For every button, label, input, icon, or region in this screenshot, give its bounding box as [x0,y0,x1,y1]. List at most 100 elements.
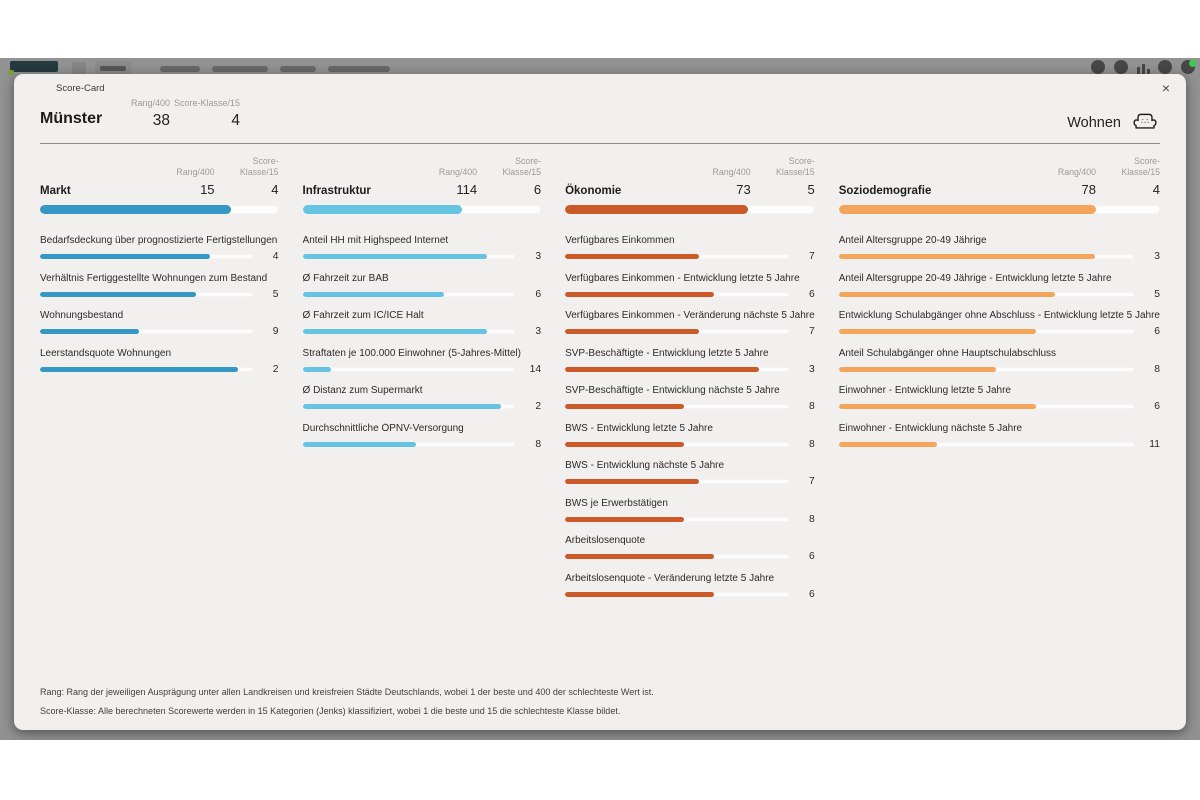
indicator-label: Ø Fahrzeit zum IC/ICE Halt [302,310,424,321]
indicator-bar [302,366,516,372]
indicator-row: Wohnungsbestand 9 [40,310,279,337]
indicator-class-value: 2 [272,363,279,375]
indicator-bar-row: 5 [40,289,279,300]
rank-label: Rang/400 [438,167,478,177]
indicator-label: Durchschnittliche ÖPNV-Versorgung [302,422,464,434]
chart-icon [1137,62,1151,74]
indicator-bar-row: 6 [565,289,815,300]
indicator-class-value: 8 [808,438,815,450]
indicator-row: Einwohner - Entwicklung nächste 5 Jahre … [838,422,1160,450]
indicator-label: Leerstandsquote Wohnungen [40,347,172,359]
indicator-bar-row: 6 [565,551,815,562]
indicator-class-value: 14 [529,363,542,375]
indicator-bar-fill [565,366,759,372]
indicator-label: Verfügbares Einkommen [565,235,675,246]
category-name: Infrastruktur [302,185,371,197]
indicator-class-value: 5 [272,288,279,300]
class-label: Score-Klasse/15 [1121,156,1160,177]
indicator-class-value: 8 [1154,363,1160,375]
indicator-bar-row: 8 [565,439,815,450]
indicator-row: Ø Fahrzeit zur BAB 6 [302,273,541,300]
indicator-label: Entwicklung Schulabgänger ohne Abschluss… [838,310,1160,321]
indicator-label: Einwohner - Entwicklung nächste 5 Jahre [838,422,1023,434]
indicator-class-value: 9 [272,326,279,337]
indicator-bar-fill [565,291,715,297]
rank-label: Rang/400 [176,167,215,177]
footnote-rank: Rang: Rang der jeweiligen Ausprägung unt… [40,687,654,697]
indicator-bar [565,441,789,447]
indicator-bar [302,404,516,409]
help-icon [1091,60,1105,74]
indicator-bar-fill [838,366,997,372]
indicator-bar-fill [40,254,211,259]
indicator-label: Anteil Altersgruppe 20-49 Jährige [838,235,987,246]
indicator-bar-row: 6 [838,326,1160,337]
account-icon [1158,60,1172,74]
indicator-bar-fill [565,404,685,409]
indicator-row: BWS - Entwicklung letzte 5 Jahre 8 [565,423,815,450]
category-score-bar-fill [565,205,749,214]
category-class-value: 6 [533,182,542,197]
indicator-bar-fill [565,441,685,447]
indicator-class-value: 3 [535,326,542,337]
indicator-row: Bedarfsdeckung über prognostizierte Fert… [40,235,279,262]
rank-label: Rang/400 [130,98,170,108]
indicator-bar [565,479,789,484]
app-background-overlay: Score-Card × Münster Rang/400 38 Score-K… [0,58,1200,740]
indicator-bar-fill [838,329,1036,334]
indicator-row: Anteil Altersgruppe 20-49 Jährige 3 [838,235,1160,262]
class-label: Score-Klasse/15 [239,156,279,177]
indicator-class-value: 8 [808,513,815,525]
indicator-bar-row: 7 [565,326,815,337]
indicator-bar-row: 8 [565,401,815,412]
indicator-bar-row: 3 [565,364,815,375]
indicator-bar-fill [302,441,416,447]
indicator-bar-row: 6 [565,589,815,600]
close-icon[interactable]: × [1161,80,1170,96]
nav-item [160,66,200,72]
indicator-bar-fill [302,254,487,259]
segment-indicator: Wohnen [1067,98,1160,136]
category-header: Rang/400 Score-Klasse/15 Markt 15 4 [40,156,279,197]
indicator-bar [838,254,1134,259]
indicator-label: BWS je Erwerbstätigen [565,497,668,509]
indicator-bar-fill [838,441,938,447]
indicator-label: Straftaten je 100.000 Einwohner (5-Jahre… [302,347,521,359]
status-dot [1189,60,1196,67]
indicator-bar-fill [565,329,700,334]
category-header: Rang/400 Score-Klasse/15 Infrastruktur 1… [303,156,542,197]
indicator-class-value: 7 [808,251,815,262]
indicator-row: Verhältnis Fertiggestellte Wohnungen zum… [40,273,279,300]
indicator-list: Anteil HH mit Highspeed Internet 3 Ø Fah… [302,235,542,450]
indicator-row: Einwohner - Entwicklung letzte 5 Jahre 6 [838,385,1160,412]
indicator-bar-fill [565,479,700,484]
indicator-bar [40,366,253,372]
notifications-icon [1114,60,1128,74]
indicator-bar [565,516,789,522]
indicator-class-value: 6 [1154,401,1160,412]
indicator-row: BWS je Erwerbstätigen 8 [565,498,815,525]
indicator-label: Einwohner - Entwicklung letzte 5 Jahre [838,385,1011,396]
category-header: Rang/400 Score-Klasse/15 Ökonomie 73 5 [565,156,815,197]
indicator-class-value: 7 [808,326,815,337]
category-name: Markt [40,185,71,197]
indicator-row: Verfügbares Einkommen - Entwicklung letz… [565,273,815,300]
indicator-bar-row: 3 [302,326,542,337]
nav-menu-button [72,62,86,74]
category-column: Rang/400 Score-Klasse/15 Ökonomie 73 5 V… [565,156,815,610]
category-class-value: 4 [271,182,279,197]
category-column: Rang/400 Score-Klasse/15 Soziodemografie… [838,156,1160,610]
header-divider [40,143,1160,144]
indicator-bar-row: 8 [302,439,541,450]
sofa-icon [1130,110,1160,136]
indicator-bar-fill [302,366,331,372]
category-column: Rang/400 Score-Klasse/15 Markt 15 4 Beda… [40,156,279,610]
indicator-bar [565,366,789,372]
indicator-bar-row: 9 [40,326,279,337]
indicator-class-value: 7 [808,476,815,487]
class-label: Score-Klasse/15 [173,98,240,108]
indicator-class-value: 6 [808,551,815,562]
rank-label: Rang/400 [1057,167,1096,177]
indicator-bar [40,254,253,259]
indicator-row: Entwicklung Schulabgänger ohne Abschluss… [838,310,1160,337]
